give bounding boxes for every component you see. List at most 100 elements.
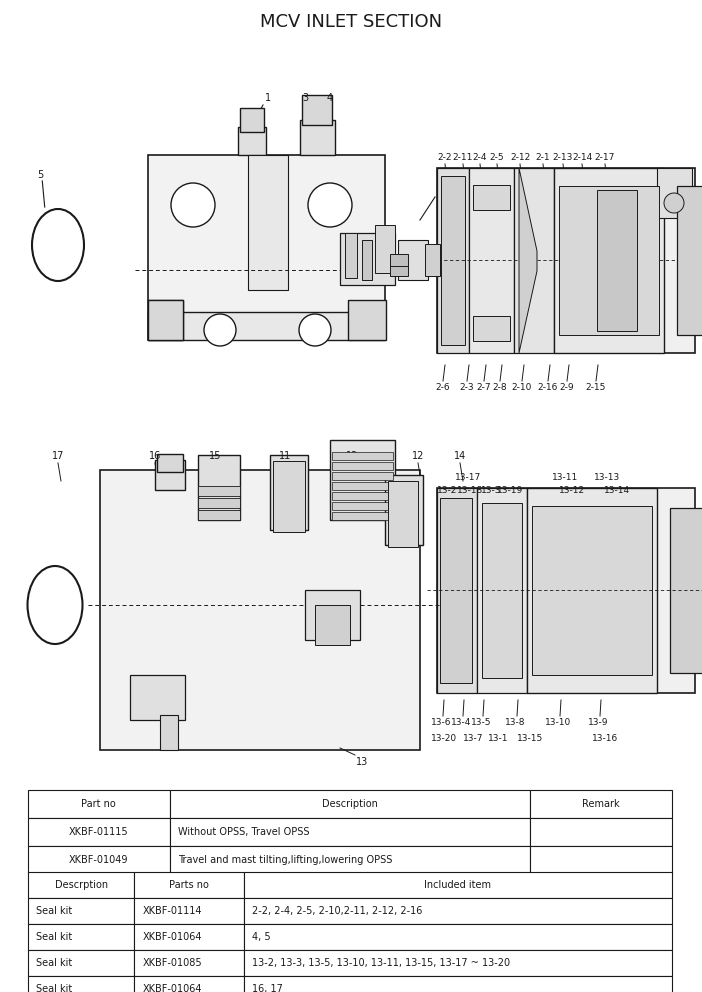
Bar <box>300 120 335 155</box>
Bar <box>388 481 418 547</box>
Bar <box>332 502 393 510</box>
Text: Seal kit: Seal kit <box>36 932 72 942</box>
Text: 13-17: 13-17 <box>455 473 481 482</box>
Text: 16, 17: 16, 17 <box>252 984 283 992</box>
Circle shape <box>664 193 684 213</box>
Bar <box>302 95 332 125</box>
Bar <box>134 924 244 950</box>
Text: 4: 4 <box>327 93 333 103</box>
Bar <box>270 455 308 530</box>
Bar <box>390 254 408 266</box>
Text: 12: 12 <box>346 451 358 461</box>
Bar <box>677 186 702 335</box>
Text: XKBF-01085: XKBF-01085 <box>143 958 202 968</box>
Text: Seal kit: Seal kit <box>36 958 72 968</box>
Text: Seal kit: Seal kit <box>36 906 72 916</box>
Bar <box>390 264 408 276</box>
Text: 2-2: 2-2 <box>438 153 452 162</box>
Bar <box>28 818 170 846</box>
Bar <box>134 976 244 992</box>
Text: 13-16: 13-16 <box>592 734 618 743</box>
Text: 3A40: 3A40 <box>28 968 64 982</box>
Bar <box>28 976 134 992</box>
Text: 13-2, 13-3, 13-5, 13-10, 13-11, 13-15, 13-17 ~ 13-20: 13-2, 13-3, 13-5, 13-10, 13-11, 13-15, 1… <box>252 958 510 968</box>
Text: 13-19: 13-19 <box>497 486 523 495</box>
Text: 2-7: 2-7 <box>477 383 491 392</box>
Text: 13-18: 13-18 <box>457 486 483 495</box>
Text: 2: 2 <box>435 190 442 200</box>
Text: Descrption: Descrption <box>55 880 107 890</box>
Text: 13-20: 13-20 <box>431 734 457 743</box>
Bar <box>170 846 530 874</box>
Text: 15: 15 <box>208 451 221 461</box>
Bar <box>134 872 244 898</box>
Text: 2-4: 2-4 <box>472 153 487 162</box>
Bar <box>532 506 652 675</box>
Bar <box>345 233 357 278</box>
Polygon shape <box>519 168 537 353</box>
Text: 13-3: 13-3 <box>481 486 501 495</box>
Bar <box>437 168 695 353</box>
Bar <box>170 790 530 818</box>
Bar <box>244 924 672 950</box>
Text: Parts no: Parts no <box>169 880 209 890</box>
Text: 2-13: 2-13 <box>552 153 574 162</box>
Bar <box>198 510 240 520</box>
Text: 13-15: 13-15 <box>517 734 543 743</box>
Bar <box>148 300 183 340</box>
Text: 13-10: 13-10 <box>545 718 571 727</box>
Text: 13-9: 13-9 <box>588 718 608 727</box>
Text: 2-16: 2-16 <box>538 383 558 392</box>
Bar <box>157 454 183 472</box>
Bar <box>198 486 240 496</box>
Text: XKBF-01049: XKBF-01049 <box>69 855 128 865</box>
Text: 2-5: 2-5 <box>490 153 504 162</box>
Bar <box>198 455 240 520</box>
Text: 14: 14 <box>454 451 466 461</box>
Bar <box>332 492 393 500</box>
Text: 4, 5: 4, 5 <box>252 932 270 942</box>
Circle shape <box>299 314 331 346</box>
Text: 12: 12 <box>412 451 424 461</box>
Text: 1: 1 <box>265 93 271 103</box>
Text: Part no: Part no <box>81 799 117 809</box>
Bar <box>134 898 244 924</box>
Text: Without OPSS, Travel OPSS: Without OPSS, Travel OPSS <box>178 827 309 837</box>
Text: XKBF-01064: XKBF-01064 <box>143 932 201 942</box>
Bar <box>148 155 385 340</box>
Text: 13-1: 13-1 <box>488 734 508 743</box>
Text: 2-12: 2-12 <box>510 153 530 162</box>
Bar <box>244 950 672 976</box>
Bar <box>273 461 305 532</box>
Bar <box>559 186 659 335</box>
Bar <box>244 976 672 992</box>
Bar <box>332 482 393 490</box>
Bar <box>375 225 395 273</box>
Bar <box>554 168 664 353</box>
Text: 2-10: 2-10 <box>512 383 532 392</box>
Text: 11: 11 <box>279 451 291 461</box>
Text: 17: 17 <box>52 451 64 461</box>
Text: 13-14: 13-14 <box>604 486 630 495</box>
Bar <box>441 176 465 345</box>
Bar <box>130 675 185 720</box>
Text: Seal kit: Seal kit <box>36 984 72 992</box>
Text: 2-15: 2-15 <box>585 383 607 392</box>
Text: MCV INLET SECTION: MCV INLET SECTION <box>260 13 442 31</box>
Text: 2-9: 2-9 <box>559 383 574 392</box>
Bar <box>332 472 393 480</box>
Text: 2-11: 2-11 <box>453 153 473 162</box>
Bar <box>148 300 183 340</box>
Bar <box>28 846 170 874</box>
Text: 13-2: 13-2 <box>437 486 457 495</box>
Bar <box>482 503 522 678</box>
Bar <box>657 168 692 218</box>
Bar <box>240 108 264 132</box>
Text: XKBF-01115: XKBF-01115 <box>69 827 128 837</box>
Text: 3: 3 <box>302 93 308 103</box>
Text: 2-6: 2-6 <box>436 383 450 392</box>
Text: 2-14: 2-14 <box>572 153 592 162</box>
Text: 13-12: 13-12 <box>559 486 585 495</box>
Bar <box>477 488 527 693</box>
Bar <box>398 240 428 280</box>
